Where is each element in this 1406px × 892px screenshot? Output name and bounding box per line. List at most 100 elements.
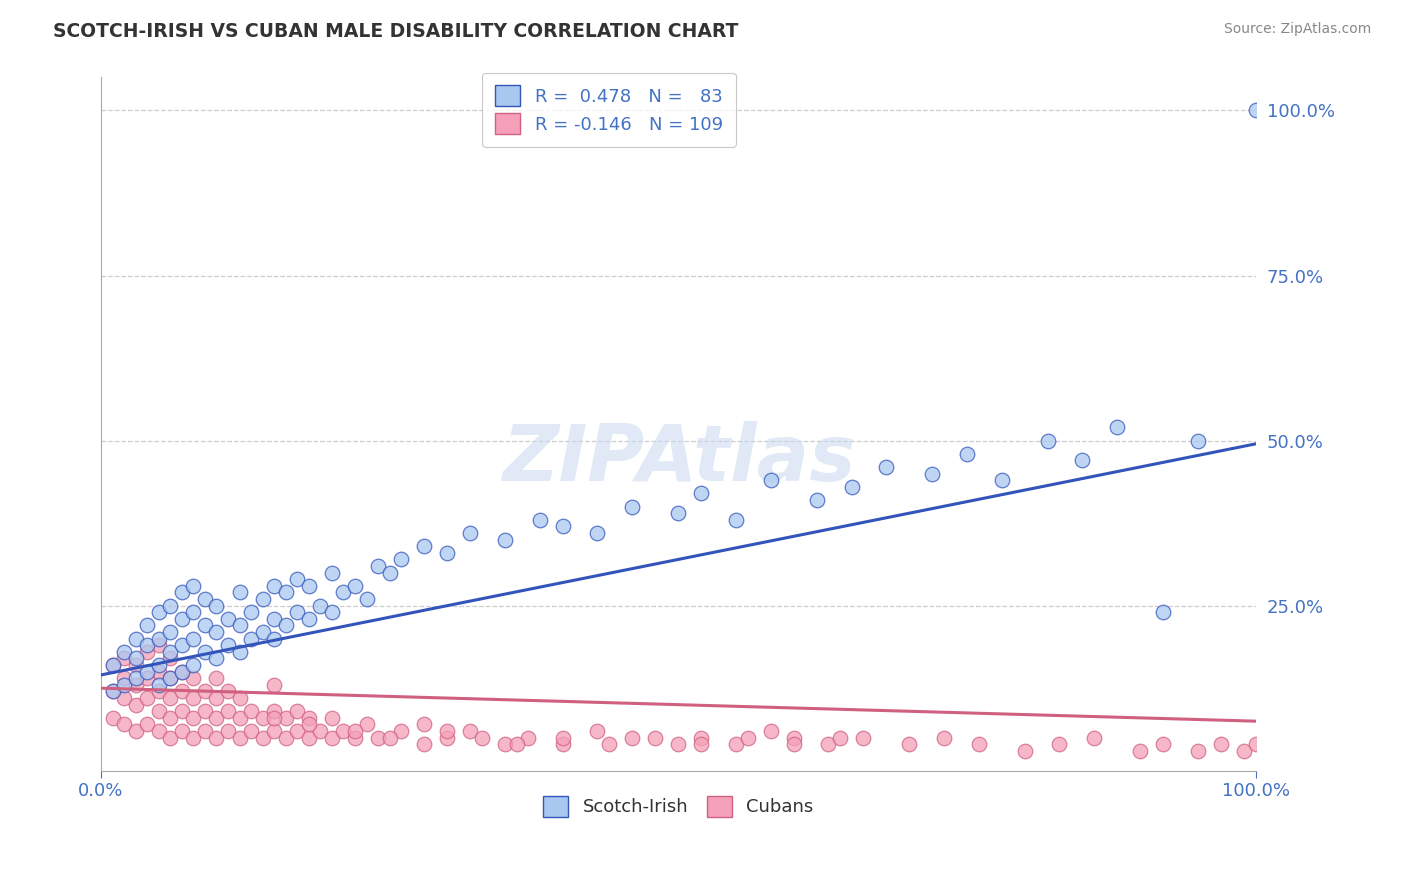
Point (285, 704, 308, 718)
Point (170, 665, 193, 679)
Point (274, 585, 297, 599)
Point (124, 678, 146, 692)
Point (343, 579, 366, 593)
Point (309, 724, 332, 739)
Point (828, 731, 851, 745)
Point (1209, 737, 1232, 751)
Point (898, 737, 921, 751)
Point (460, 526, 482, 541)
Point (112, 671, 135, 685)
Point (413, 717, 436, 731)
Point (529, 513, 551, 527)
Point (852, 731, 875, 745)
Point (298, 731, 321, 745)
Point (124, 651, 146, 665)
Point (170, 585, 193, 599)
Point (990, 473, 1012, 487)
Point (240, 605, 263, 619)
Point (194, 684, 217, 698)
Point (148, 632, 170, 646)
Point (1036, 434, 1059, 448)
Point (124, 658, 146, 673)
Point (551, 731, 574, 745)
Point (205, 625, 228, 640)
Point (263, 711, 285, 725)
Point (666, 737, 689, 751)
Point (170, 638, 193, 652)
Point (183, 671, 205, 685)
Point (1187, 744, 1209, 758)
Point (389, 552, 412, 566)
Point (148, 665, 170, 679)
Point (460, 724, 482, 739)
Point (194, 618, 217, 632)
Point (1244, 737, 1267, 751)
Point (332, 585, 354, 599)
Point (205, 651, 228, 665)
Point (101, 684, 124, 698)
Point (517, 731, 540, 745)
Point (783, 731, 806, 745)
Point (494, 737, 516, 751)
Point (274, 711, 297, 725)
Legend: Scotch-Irish, Cubans: Scotch-Irish, Cubans (536, 789, 821, 824)
Point (170, 684, 193, 698)
Point (159, 625, 181, 640)
Point (112, 645, 135, 659)
Point (298, 711, 321, 725)
Point (1244, 103, 1267, 118)
Point (148, 638, 170, 652)
Point (183, 691, 205, 706)
Point (505, 737, 527, 751)
Point (183, 579, 205, 593)
Point (1107, 420, 1129, 434)
Point (1083, 731, 1105, 745)
Point (263, 724, 285, 739)
Point (136, 638, 159, 652)
Point (285, 572, 308, 586)
Point (690, 731, 713, 745)
Point (321, 731, 343, 745)
Point (598, 737, 620, 751)
Point (690, 486, 713, 500)
Point (1152, 737, 1174, 751)
Point (343, 724, 366, 739)
Point (124, 698, 146, 712)
Point (136, 665, 159, 679)
Point (148, 684, 170, 698)
Point (1187, 434, 1209, 448)
Point (148, 678, 170, 692)
Point (148, 704, 170, 718)
Point (205, 731, 228, 745)
Point (240, 724, 263, 739)
Point (112, 678, 135, 692)
Text: ZIPAtlas: ZIPAtlas (502, 421, 855, 497)
Point (285, 605, 308, 619)
Point (228, 618, 250, 632)
Point (321, 605, 343, 619)
Point (228, 711, 250, 725)
Point (252, 625, 274, 640)
Point (921, 467, 943, 481)
Point (252, 731, 274, 745)
Point (263, 704, 285, 718)
Point (183, 658, 205, 673)
Point (252, 711, 274, 725)
Point (298, 612, 321, 626)
Point (159, 645, 181, 659)
Point (274, 731, 297, 745)
Point (159, 651, 181, 665)
Point (263, 612, 285, 626)
Point (724, 513, 747, 527)
Point (759, 724, 782, 739)
Point (159, 731, 181, 745)
Point (124, 632, 146, 646)
Point (932, 731, 955, 745)
Point (170, 724, 193, 739)
Point (148, 605, 170, 619)
Point (136, 671, 159, 685)
Point (228, 585, 250, 599)
Point (217, 724, 239, 739)
Point (148, 658, 170, 673)
Point (690, 737, 713, 751)
